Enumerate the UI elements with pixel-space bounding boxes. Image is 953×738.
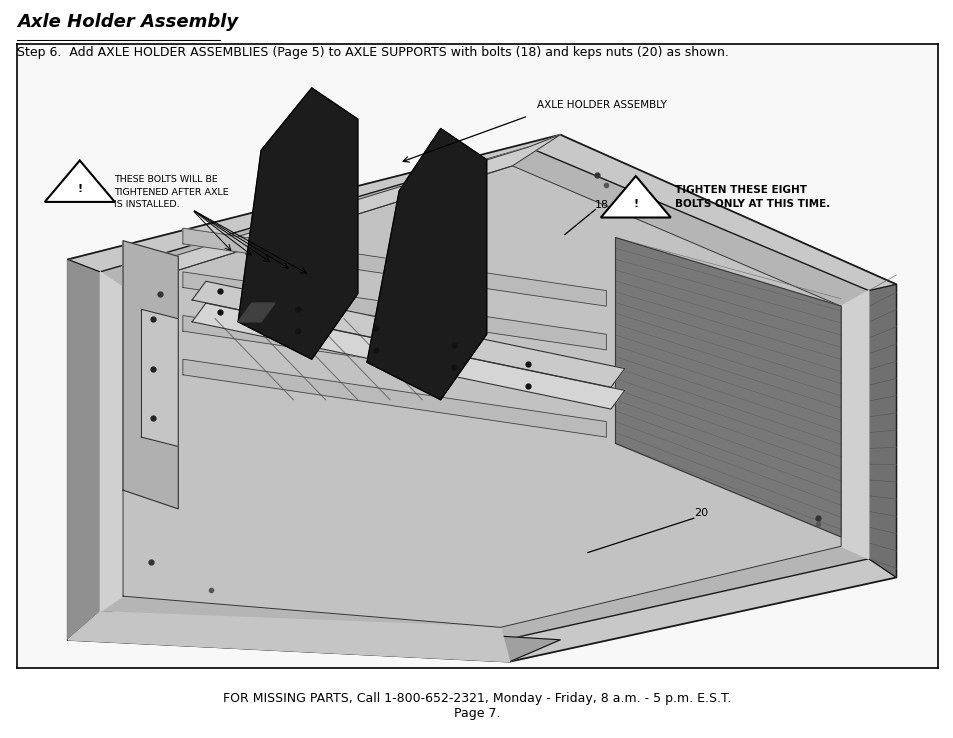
- Polygon shape: [68, 260, 100, 640]
- Polygon shape: [183, 316, 606, 393]
- Polygon shape: [68, 135, 896, 662]
- Polygon shape: [100, 147, 868, 640]
- Text: THESE BOLTS WILL BE
TIGHTENED AFTER AXLE
IS INSTALLED.: THESE BOLTS WILL BE TIGHTENED AFTER AXLE…: [113, 175, 228, 210]
- Polygon shape: [68, 612, 559, 662]
- Text: 20: 20: [693, 508, 707, 518]
- Polygon shape: [238, 88, 357, 359]
- Text: Step 6.  Add AXLE HOLDER ASSEMBLIES (Page 5) to AXLE SUPPORTS with bolts (18) an: Step 6. Add AXLE HOLDER ASSEMBLIES (Page…: [17, 46, 728, 59]
- Text: !: !: [633, 199, 638, 210]
- Polygon shape: [868, 284, 896, 577]
- Polygon shape: [123, 241, 178, 509]
- Text: AXLE HOLDER ASSEMBLY: AXLE HOLDER ASSEMBLY: [537, 100, 666, 110]
- Polygon shape: [123, 135, 559, 288]
- Text: !: !: [77, 184, 82, 194]
- Text: 18: 18: [595, 199, 609, 210]
- Polygon shape: [45, 160, 114, 202]
- Polygon shape: [192, 303, 624, 409]
- Polygon shape: [141, 309, 178, 446]
- Polygon shape: [192, 281, 624, 387]
- Polygon shape: [183, 359, 606, 437]
- Text: TIGHTEN THESE EIGHT
BOLTS ONLY AT THIS TIME.: TIGHTEN THESE EIGHT BOLTS ONLY AT THIS T…: [675, 184, 830, 209]
- Polygon shape: [123, 166, 841, 627]
- Polygon shape: [841, 291, 868, 559]
- Polygon shape: [238, 303, 274, 322]
- Text: FOR MISSING PARTS, Call 1-800-652-2321, Monday - Friday, 8 a.m. - 5 p.m. E.S.T.: FOR MISSING PARTS, Call 1-800-652-2321, …: [223, 692, 730, 706]
- Text: Page 7.: Page 7.: [454, 707, 499, 720]
- Polygon shape: [100, 272, 123, 612]
- Polygon shape: [367, 128, 486, 400]
- Polygon shape: [183, 228, 606, 306]
- Polygon shape: [600, 176, 670, 218]
- Text: Axle Holder Assembly: Axle Holder Assembly: [17, 13, 238, 31]
- Polygon shape: [615, 238, 841, 537]
- Polygon shape: [68, 612, 509, 662]
- Polygon shape: [183, 272, 606, 350]
